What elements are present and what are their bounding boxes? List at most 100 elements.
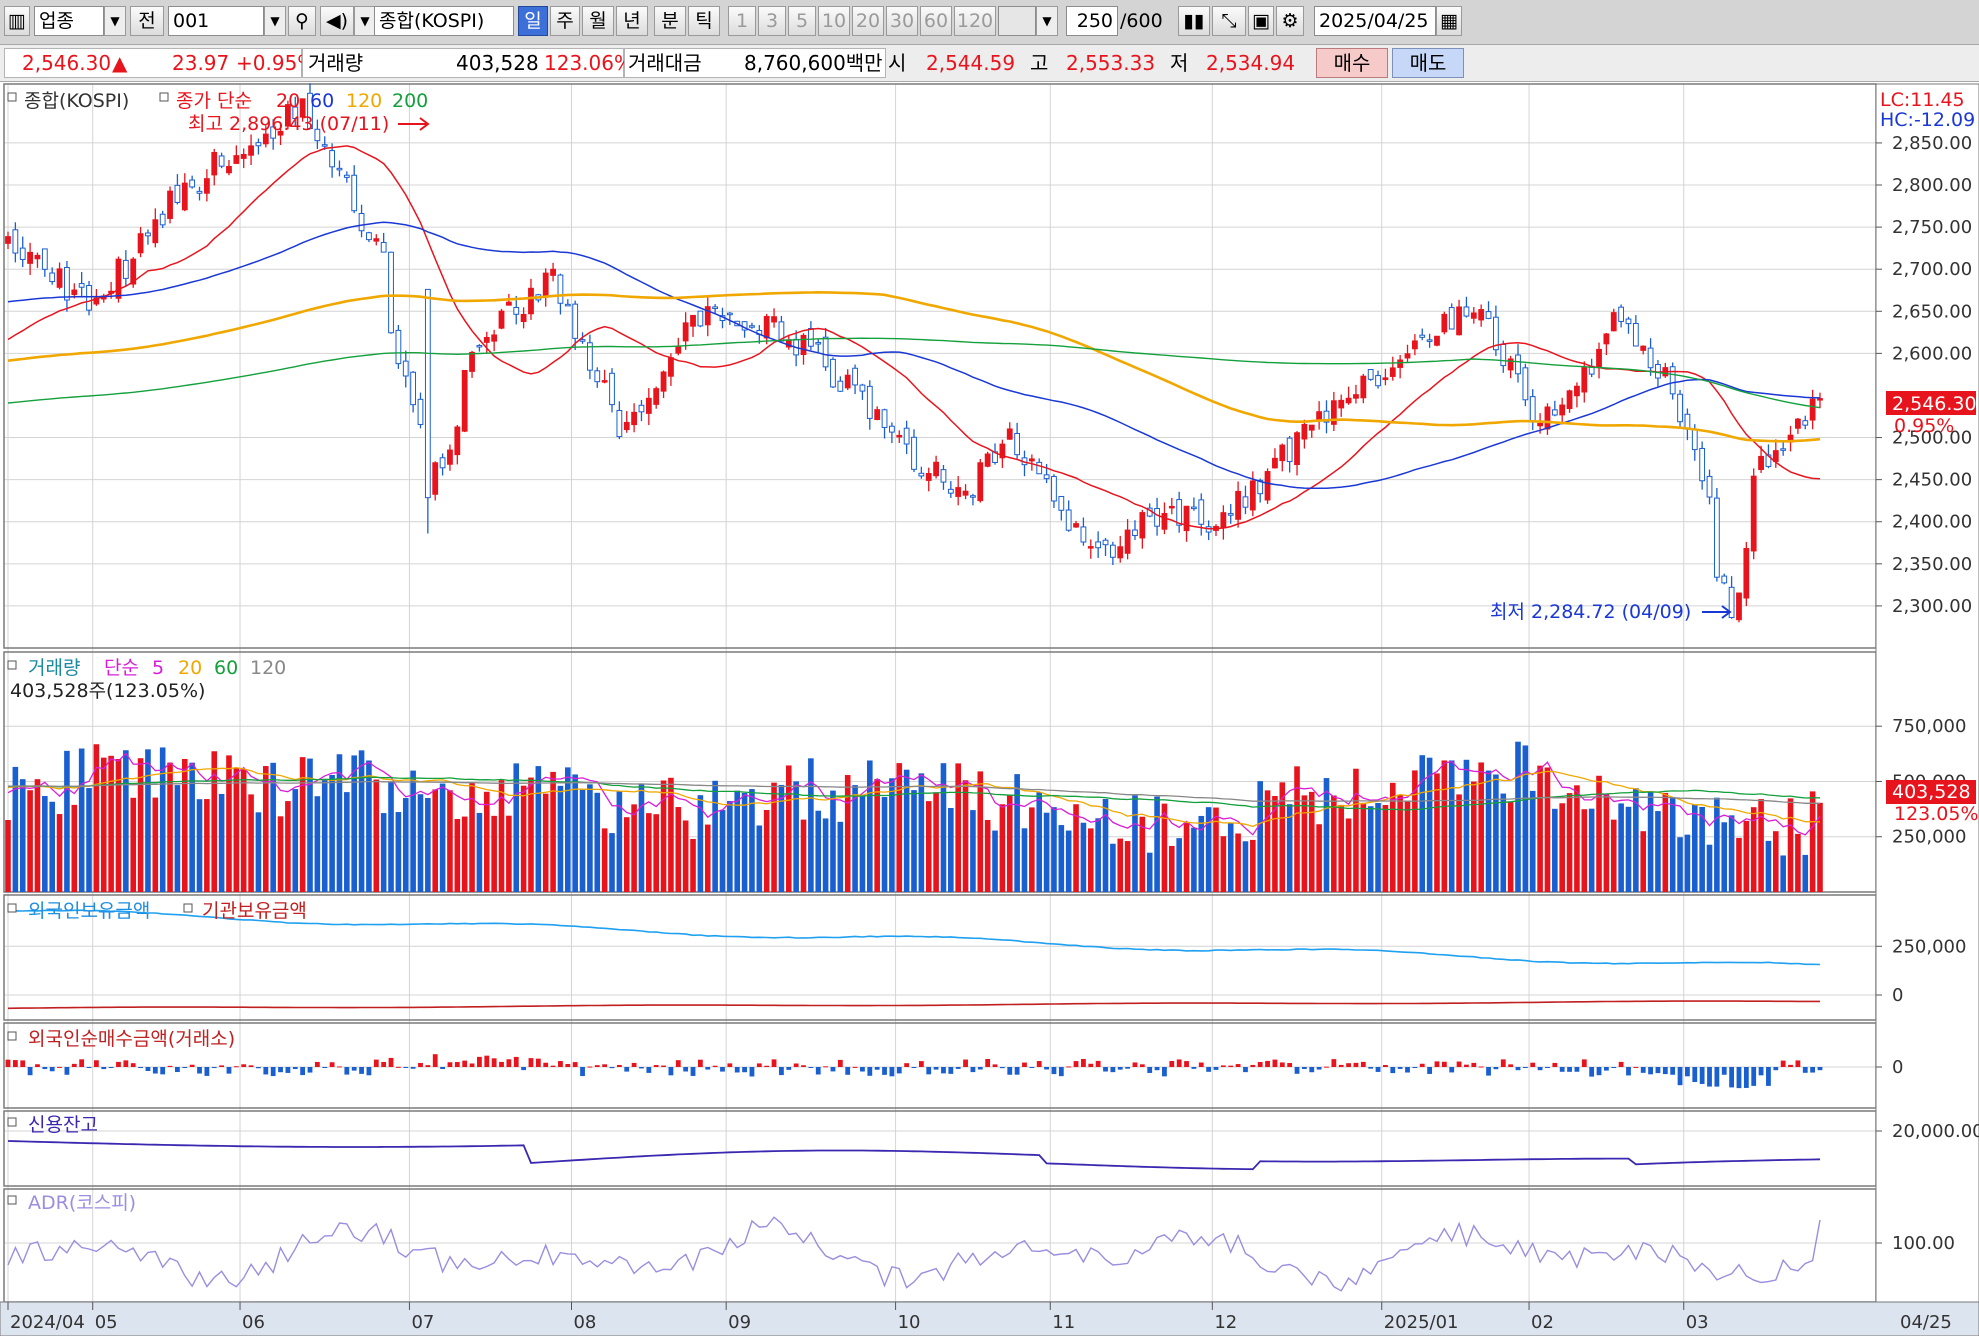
candle-type-icon[interactable]: ▮▮: [1178, 6, 1210, 36]
volume-bar: [1279, 782, 1286, 892]
interval-custom-input[interactable]: [998, 6, 1036, 36]
candle: [749, 322, 755, 329]
net-buy-bar: [1405, 1067, 1410, 1073]
net-buy-bar: [535, 1058, 541, 1067]
candle: [1574, 382, 1580, 408]
legend-vol-ma20[interactable]: 20: [178, 657, 202, 679]
candle: [1286, 435, 1293, 473]
interval-5-button[interactable]: 5: [788, 6, 816, 36]
legend-vol-ma5[interactable]: 5: [152, 657, 164, 679]
candle: [1647, 338, 1654, 376]
interval-60-button[interactable]: 60: [920, 6, 952, 36]
candle: [1419, 328, 1426, 341]
candle-body: [1375, 375, 1381, 387]
interval-120-button[interactable]: 120: [954, 6, 996, 36]
net-buy-bar: [1228, 1065, 1234, 1067]
candle-body: [1227, 513, 1234, 516]
interval-3-button[interactable]: 3: [758, 6, 786, 36]
interval-30-button[interactable]: 30: [886, 6, 918, 36]
candle: [616, 401, 623, 440]
prev-button[interactable]: 전: [130, 6, 164, 36]
candle-body: [587, 342, 593, 371]
volume-bars: [5, 741, 1823, 892]
save-icon[interactable]: ▣: [1248, 6, 1274, 36]
volume-bar: [439, 783, 446, 892]
legend-ma120[interactable]: 120: [346, 90, 382, 112]
candle: [277, 123, 284, 146]
period-minute-button[interactable]: 분: [654, 6, 686, 36]
vol-ma120-line: [7, 780, 1821, 804]
category-select[interactable]: 업종: [34, 6, 104, 36]
period-week-button[interactable]: 주: [550, 6, 580, 36]
net-buy-bar: [646, 1067, 652, 1073]
date-input[interactable]: 2025/04/25: [1314, 6, 1436, 36]
interval-1-button[interactable]: 1: [728, 6, 756, 36]
net-buy-bar: [1044, 1067, 1049, 1070]
gear-icon[interactable]: ⚙: [1276, 6, 1304, 36]
candle-body: [675, 346, 682, 354]
candle: [1272, 448, 1278, 469]
volume-bar: [1006, 794, 1013, 892]
candle: [601, 369, 608, 384]
volume-bar: [410, 770, 416, 892]
period-day-button[interactable]: 일: [518, 6, 548, 36]
search-icon[interactable]: ⚲: [288, 6, 316, 36]
volume-bar: [955, 763, 961, 892]
volume-bar: [1603, 794, 1610, 892]
volume-bar: [1750, 807, 1757, 892]
stock-chart[interactable]: 2024/04 05 06 07 08 09 10 11 12 2025/01 02 03 04/252…: [0, 82, 1979, 1336]
category-dropdown-icon[interactable]: ▼: [104, 6, 126, 36]
period-tick-button[interactable]: 틱: [688, 6, 720, 36]
chart-menu-icon[interactable]: ▥: [4, 6, 30, 36]
calendar-icon[interactable]: ▦: [1436, 6, 1462, 36]
period-month-button[interactable]: 월: [582, 6, 614, 36]
ma20-line: [7, 145, 1821, 530]
volume-bar: [1780, 855, 1786, 892]
net-buy-bar: [1707, 1067, 1712, 1087]
period-year-button[interactable]: 년: [616, 6, 648, 36]
code-dropdown-icon[interactable]: ▼: [264, 6, 286, 36]
interval-dropdown-icon[interactable]: ▼: [1036, 6, 1058, 36]
net-buy-legend: 외국인순매수금액(거래소): [7, 1028, 235, 1050]
volume-bar: [506, 815, 512, 892]
legend-vol-ma120[interactable]: 120: [250, 657, 286, 679]
net-buy-bar: [594, 1065, 600, 1067]
net-buy-bar: [1773, 1067, 1779, 1071]
candle: [940, 464, 947, 490]
legend-vol-ma60[interactable]: 60: [214, 657, 238, 679]
net-buy-bar: [145, 1067, 151, 1072]
volume-bar: [277, 816, 284, 892]
candle: [1529, 389, 1536, 430]
code-input[interactable]: 001: [168, 6, 264, 36]
line-tool-icon[interactable]: ⤡: [1212, 6, 1246, 36]
volume-bar: [1316, 824, 1322, 892]
count-max: /600: [1120, 10, 1163, 32]
candle: [34, 252, 41, 268]
interval-10-button[interactable]: 10: [818, 6, 850, 36]
volume-bar: [476, 812, 483, 892]
net-buy-bar: [1795, 1060, 1801, 1067]
legend-ma60[interactable]: 60: [310, 90, 334, 112]
buy-button[interactable]: 매수: [1316, 48, 1388, 78]
net-buy-bar: [1530, 1062, 1536, 1067]
candle: [439, 453, 446, 476]
candle: [454, 424, 461, 465]
legend-ma200[interactable]: 200: [392, 90, 428, 112]
interval-20-button[interactable]: 20: [852, 6, 884, 36]
volume-bar: [1677, 837, 1683, 892]
sound-dropdown-icon[interactable]: ▼: [354, 6, 376, 36]
net-buy-bar: [1257, 1062, 1263, 1067]
sell-button[interactable]: 매도: [1392, 48, 1464, 78]
foreign-net-buy-label: 외국인순매수금액(거래소): [28, 1028, 235, 1050]
volume-bar: [1375, 803, 1381, 892]
count-input[interactable]: 250: [1066, 6, 1118, 36]
holding-tick-label: 250,000: [1892, 936, 1966, 957]
volume-bar: [859, 794, 866, 892]
volume-bar: [1456, 794, 1462, 892]
net-buy-bar: [985, 1058, 991, 1067]
sound-icon[interactable]: ◀): [320, 6, 354, 36]
net-buy-bar: [5, 1059, 11, 1067]
legend-ma20[interactable]: 20: [276, 90, 300, 112]
candle-body: [866, 385, 873, 419]
volume-bar: [727, 801, 733, 892]
